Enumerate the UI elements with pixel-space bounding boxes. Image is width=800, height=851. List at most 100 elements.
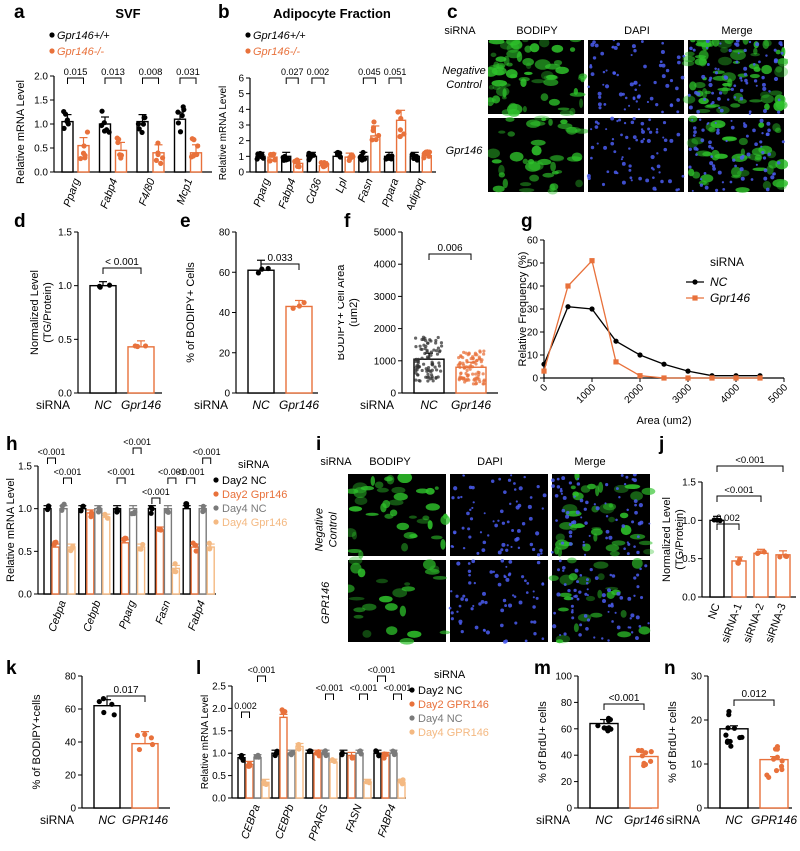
lipid-droplet <box>585 595 596 602</box>
data-point <box>96 698 102 705</box>
lipid-droplet <box>775 49 781 55</box>
lipid-droplet <box>528 160 544 171</box>
nucleus <box>633 545 636 548</box>
nucleus <box>718 91 723 95</box>
legend-marker <box>409 729 415 735</box>
nucleus <box>501 542 506 547</box>
lipid-droplet <box>440 515 451 525</box>
nucleus <box>661 110 664 114</box>
nucleus <box>633 576 637 580</box>
data-point <box>149 506 155 512</box>
significance-bracket <box>257 675 266 682</box>
nucleus <box>715 188 719 192</box>
nucleus <box>638 176 642 181</box>
nucleus <box>696 110 700 114</box>
lipid-droplet <box>429 565 440 573</box>
row-label-gpr146: GPR146 <box>320 581 333 624</box>
legend-label: Day4 Gpr146 <box>222 517 287 529</box>
bar <box>86 512 95 595</box>
data-point <box>324 161 330 167</box>
data-point <box>193 548 199 554</box>
data-point <box>153 157 159 163</box>
data-point <box>53 539 59 545</box>
data-point <box>709 375 715 381</box>
y-tick-label: 40 <box>65 738 77 749</box>
bar <box>171 567 181 595</box>
nucleus <box>626 508 629 512</box>
nucleus <box>752 62 756 66</box>
lipid-droplet <box>749 99 763 103</box>
data-point <box>82 152 88 159</box>
data-point <box>80 503 86 509</box>
y-tick-label: 5 <box>238 89 244 100</box>
lipid-droplet <box>775 159 788 170</box>
data-point <box>420 368 424 373</box>
nucleus <box>719 42 722 45</box>
nucleus <box>647 127 651 131</box>
y-tick-label: 1.5 <box>682 478 696 489</box>
lipid-droplet <box>376 487 389 493</box>
nucleus <box>607 639 610 642</box>
nucleus <box>723 75 727 79</box>
data-point <box>648 749 654 755</box>
lipid-droplet <box>507 131 516 137</box>
lipid-droplet <box>575 179 583 188</box>
lipid-droplet <box>590 612 603 618</box>
nucleus <box>569 534 573 538</box>
lipid-droplet <box>490 52 497 58</box>
nucleus <box>706 122 709 126</box>
nucleus <box>641 129 645 134</box>
lipid-droplet <box>580 485 591 493</box>
nucleus <box>734 164 737 168</box>
data-point <box>395 109 401 115</box>
bar <box>295 745 304 799</box>
nucleus <box>631 44 636 49</box>
lipid-droplet <box>362 630 372 638</box>
data-point <box>131 510 137 517</box>
data-point <box>84 129 91 135</box>
col-title-merge: Merge <box>721 25 753 37</box>
lipid-droplet <box>522 58 534 66</box>
nucleus <box>455 594 459 598</box>
nucleus <box>630 179 633 182</box>
nucleus <box>540 552 543 555</box>
nucleus <box>739 76 743 80</box>
lipid-droplet <box>731 174 742 179</box>
nucleus <box>482 591 487 596</box>
y-tick-label: 2000 <box>374 324 397 335</box>
data-point <box>435 352 440 356</box>
data-point <box>349 152 355 158</box>
micrograph-panel-i: siRNA BODIPY DAPI Merge Negative Control… <box>313 456 661 646</box>
y-tick-label: 40 <box>219 308 231 319</box>
legend-marker <box>245 32 251 38</box>
nucleus <box>529 542 534 547</box>
data-point <box>134 732 141 739</box>
data-point <box>637 373 643 379</box>
lipid-droplet <box>488 97 497 103</box>
nucleus <box>766 121 771 126</box>
nucleus <box>474 625 479 630</box>
data-point <box>158 160 164 167</box>
x-tick-label: 5000 <box>767 382 791 406</box>
lipid-droplet <box>591 527 602 531</box>
nucleus <box>742 122 746 125</box>
lipid-droplet <box>508 102 518 112</box>
y-tick-label: 3000 <box>374 292 397 303</box>
nucleus <box>737 52 740 55</box>
lipid-droplet <box>425 487 435 495</box>
lipid-droplet <box>566 156 582 162</box>
nucleus <box>716 131 720 135</box>
lipid-droplet <box>695 150 712 157</box>
nucleus <box>471 506 474 510</box>
p-value-label: <0.001 <box>384 683 412 693</box>
y-axis-label: (TG/Protein) <box>42 282 54 343</box>
nucleus <box>616 625 621 630</box>
nucleus <box>691 189 694 192</box>
data-point <box>141 115 147 121</box>
significance-bracket <box>393 693 402 700</box>
lipid-droplet <box>774 127 782 134</box>
data-point <box>255 151 261 157</box>
nucleus <box>656 152 659 155</box>
lipid-droplet <box>717 87 732 92</box>
p-value-label: 0.051 <box>384 67 407 77</box>
